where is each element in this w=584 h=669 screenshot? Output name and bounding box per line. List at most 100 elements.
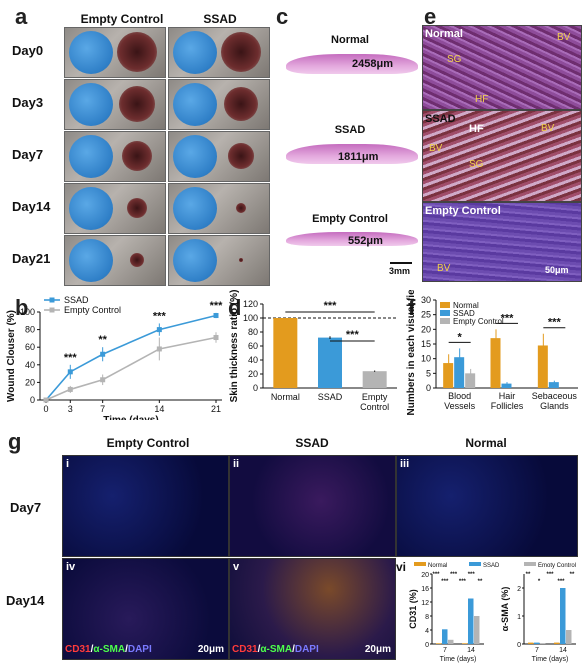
g-significance: ** [478,579,483,585]
f-ytick-label: 0 [426,383,431,393]
f-legend-label: Normal [453,301,479,310]
g-ytick-label: 12 [421,600,429,607]
g-bar [436,643,442,644]
b-xlabel: Time (days) [103,415,158,420]
a-wound [119,86,155,122]
b-ytick-label: 60 [25,342,35,352]
g-significance: ** [570,572,575,578]
a-photo-ssad-day21 [168,235,270,286]
f-significance: * [458,331,463,343]
e-panel-normal: Normal SG BV HF [422,25,582,110]
a-scaffold-patch [173,31,217,74]
e-title-normal: Normal [425,28,463,40]
stain-asma: α-SMA [93,644,126,655]
c-measure-normal: 2458μm [352,58,393,70]
e-panel-ssad: SSAD HF BV BV SG [422,110,582,202]
f-ylabel: Numbers in each visual field [406,290,417,416]
b-ytick-label: 0 [30,395,35,405]
d-ytick-label: 40 [248,355,258,365]
g-ylabel-asma: α-SMA (%) [500,587,510,632]
stain-dapi: DAPI [127,644,152,655]
g-ytick-label: 0 [425,642,429,649]
e-scale-label: 50μm [545,265,569,275]
f-legend-label: SSAD [453,309,475,318]
c-histology-ssad [286,144,418,164]
f-legend-label: Empty Control [453,317,504,326]
panel-label-b: b [15,295,29,320]
stain-sep-1: / [90,644,94,655]
b-legend-marker [49,297,55,303]
stain-sep-2: / [125,644,128,655]
f-legend-swatch [440,318,450,324]
b-point [43,397,49,403]
g-significance: * [538,579,541,585]
b-ylabel: Wound Clouser (%) [6,310,17,402]
g-bar [566,630,572,644]
a-row-day7: Day7 [12,147,44,162]
panel-label-e: e [424,4,437,29]
g-stain-label-iv: CD31/α-SMA/DAPI [65,644,152,655]
a-scaffold-patch [173,135,217,178]
b-point [156,327,162,333]
g-image-i: i [62,455,229,557]
b-xtick-label: 3 [68,404,73,414]
e-panel-empty-control: Empty Control BV 50μm [422,202,582,282]
g-bar [560,588,566,644]
b-point [100,351,106,357]
g-bar [474,616,480,644]
g-ytick-label: 1 [517,614,521,621]
a-row-day21: Day21 [12,251,51,266]
d-significance-1: *** [324,300,338,312]
g-significance: *** [468,572,476,578]
g-legend-swatch [414,562,426,566]
g-significance: ** [526,572,531,578]
e-label-bv-ssad-1: BV [541,123,555,134]
a-scaffold-patch [69,187,113,230]
a-col-empty-control: Empty Control [80,12,164,26]
f-legend-swatch [440,310,450,316]
a-scaffold-patch [69,135,113,178]
b-xtick-label: 0 [43,404,48,414]
a-row-day0: Day0 [12,43,44,58]
g-legend-label: Emoty Control [538,563,576,569]
f-ytick-label: 25 [421,310,431,320]
b-ytick-label: 40 [25,360,35,370]
a-row-day14: Day14 [12,199,51,214]
panel-label-a: a [15,4,28,29]
g-significance: *** [557,579,565,585]
d-ytick-label: 0 [253,383,258,393]
g-xtick-label: 7 [443,647,447,654]
a-photo-ssad-day14 [168,183,270,234]
c-title-normal: Normal [331,34,369,46]
g-xlabel-asma: Time (days) [532,656,569,663]
g-bar [468,598,474,644]
g-image-iv: iv CD31/α-SMA/DAPI 20μm [62,558,229,660]
f-bar [490,338,501,388]
d-xtick-label: SSAD [318,392,343,402]
f-xtick-label: Sebaceous Glands [532,391,578,411]
f-bar [537,345,548,388]
a-wound [236,203,246,213]
g-roman-vi: vi [396,560,407,574]
g-roman-ii: ii [233,458,240,470]
b-point [156,346,162,352]
d-ylabel: Skin thickness ratio (%) [229,290,240,402]
f-bar [454,357,465,388]
b-significance: ** [98,334,107,346]
g-ytick-label: 2 [517,586,521,593]
e-label-sg-ssad: SG [469,159,484,170]
f-ytick-label: 5 [426,368,431,378]
f-xtick-label: Hair Follicles [491,391,524,411]
g-significance: *** [432,572,440,578]
a-scaffold-patch [69,239,113,282]
g-col-empty-control: Empty Control [106,436,190,450]
c-title-empty-control: Empty Control [312,213,388,225]
a-photo-ssad-day3 [168,79,270,130]
f-ytick-label: 30 [421,295,431,305]
c-scale-label: 3mm [389,266,411,276]
stain-cd31-v: CD31 [232,644,258,655]
g-roman-iv: iv [66,561,76,573]
a-wound [127,198,147,218]
g-significance: *** [450,572,458,578]
